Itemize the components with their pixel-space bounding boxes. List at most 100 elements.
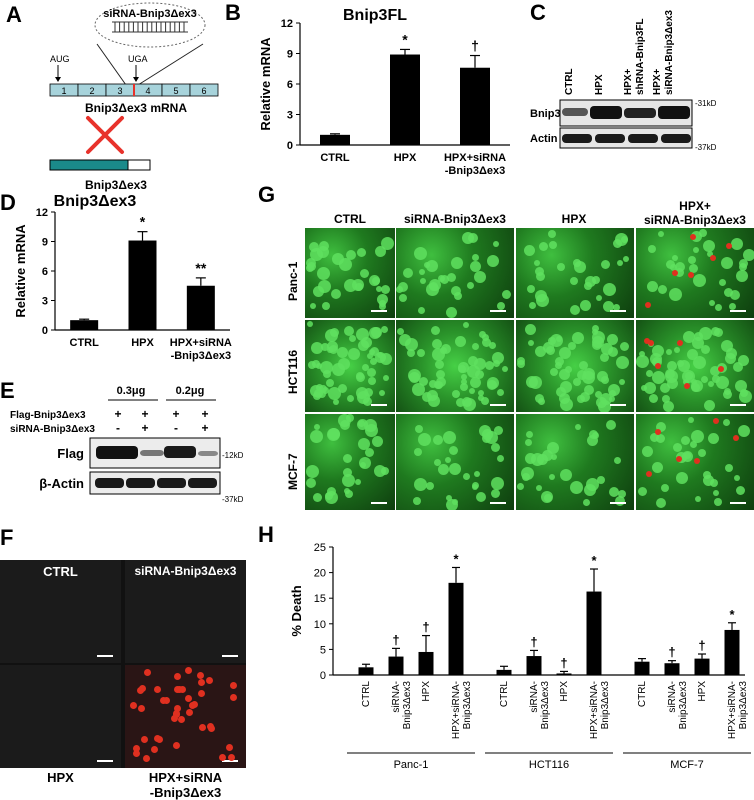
- green-cell: [592, 276, 600, 284]
- green-cell: [570, 481, 583, 494]
- micrograph-f-hpx-sirna: [125, 665, 246, 768]
- green-cell: [619, 379, 625, 385]
- group-label: Panc-1: [394, 759, 429, 771]
- green-cell: [573, 378, 581, 386]
- scale-bar: [371, 310, 387, 312]
- category-label: HPX: [697, 681, 708, 702]
- green-cell: [584, 484, 596, 496]
- green-cell: [559, 393, 570, 404]
- green-cell: [326, 379, 334, 387]
- red-nucleus: [178, 716, 185, 723]
- red-dead-cell: [684, 383, 690, 389]
- marker-label: -31kD: [695, 99, 717, 108]
- chart-title: Bnip3FL: [343, 7, 407, 24]
- green-cell: [525, 324, 536, 335]
- green-cell: [446, 495, 452, 501]
- green-cell: [379, 303, 386, 310]
- bar: [358, 667, 374, 675]
- green-cell: [356, 372, 364, 380]
- green-cell: [644, 382, 656, 394]
- green-cell: [652, 345, 664, 357]
- green-cell: [539, 242, 548, 251]
- green-cell: [325, 492, 333, 500]
- category-label: HPX: [559, 681, 570, 702]
- green-cell: [699, 327, 712, 340]
- bar: [694, 658, 710, 675]
- green-cell: [318, 280, 331, 293]
- green-cell: [719, 279, 726, 286]
- treatment-sign: +: [114, 407, 121, 421]
- green-cell: [570, 277, 578, 285]
- g-col-hpx: HPX: [561, 212, 587, 226]
- green-cell: [521, 467, 534, 480]
- green-cell: [609, 487, 619, 497]
- green-cell: [313, 493, 322, 502]
- green-cell: [647, 281, 658, 292]
- y-tick-label: 12: [36, 207, 48, 219]
- treatment-sign: +: [201, 421, 208, 435]
- green-cell: [370, 358, 377, 365]
- green-cell: [407, 349, 415, 357]
- bar: [586, 591, 602, 675]
- f-label-sirna: siRNA-Bnip3Δex3: [134, 564, 237, 578]
- red-dead-cell: [690, 234, 696, 240]
- blot-label: Flag: [57, 446, 84, 461]
- green-cell: [693, 274, 706, 287]
- row-label-actin: Actin: [530, 133, 558, 145]
- bar: [664, 663, 680, 675]
- green-cell: [529, 302, 536, 309]
- red-nucleus: [191, 701, 198, 708]
- green-cell: [729, 303, 736, 310]
- panel-label-a: A: [6, 2, 22, 27]
- green-cell: [317, 267, 330, 280]
- green-cell: [731, 238, 743, 250]
- green-cell: [577, 370, 587, 380]
- significance-marker: †: [668, 645, 675, 660]
- significance-marker: *: [453, 551, 459, 566]
- y-axis-label: % Death: [289, 585, 304, 636]
- green-cell: [343, 468, 352, 477]
- green-cell: [600, 353, 609, 362]
- red-dead-cell: [733, 435, 739, 441]
- green-cell: [497, 455, 504, 462]
- green-cell: [710, 366, 720, 376]
- micrograph-g: [305, 320, 395, 412]
- green-cell: [310, 430, 323, 443]
- green-cell: [345, 490, 353, 498]
- green-cell: [743, 249, 754, 261]
- green-cell: [693, 247, 699, 253]
- group-label: MCF-7: [670, 759, 704, 771]
- y-axis-label: Relative mRNA: [258, 37, 273, 131]
- green-cell: [379, 390, 385, 396]
- green-cell: [446, 499, 458, 510]
- scale-bar: [730, 310, 746, 312]
- green-cell: [320, 361, 333, 374]
- green-cell: [311, 342, 323, 354]
- red-nucleus: [151, 746, 158, 753]
- scale-bar: [371, 404, 387, 406]
- green-cell: [493, 241, 499, 247]
- green-cell: [454, 292, 462, 300]
- green-cell: [601, 343, 613, 355]
- green-cell: [580, 300, 591, 311]
- scale-bar: [371, 502, 387, 504]
- significance-marker: *: [402, 31, 408, 47]
- lane-label: HPX: [594, 74, 605, 95]
- green-cell: [557, 263, 565, 271]
- category-label: Bnip3Δex3: [540, 681, 551, 730]
- micrograph-g: [396, 414, 514, 510]
- row-label: siRNA-Bnip3Δex3: [10, 424, 95, 435]
- green-cell: [363, 397, 372, 406]
- green-cell: [708, 433, 719, 444]
- green-cell: [344, 326, 354, 336]
- green-cell: [656, 498, 666, 508]
- green-cell: [691, 231, 702, 242]
- green-cell: [342, 474, 355, 487]
- green-cell: [374, 465, 386, 477]
- f-label-ctrl: CTRL: [43, 564, 78, 579]
- red-dead-cell: [726, 243, 732, 249]
- green-cell: [714, 328, 723, 337]
- green-cell: [376, 286, 382, 292]
- green-cell: [535, 394, 544, 403]
- red-nucleus: [138, 705, 145, 712]
